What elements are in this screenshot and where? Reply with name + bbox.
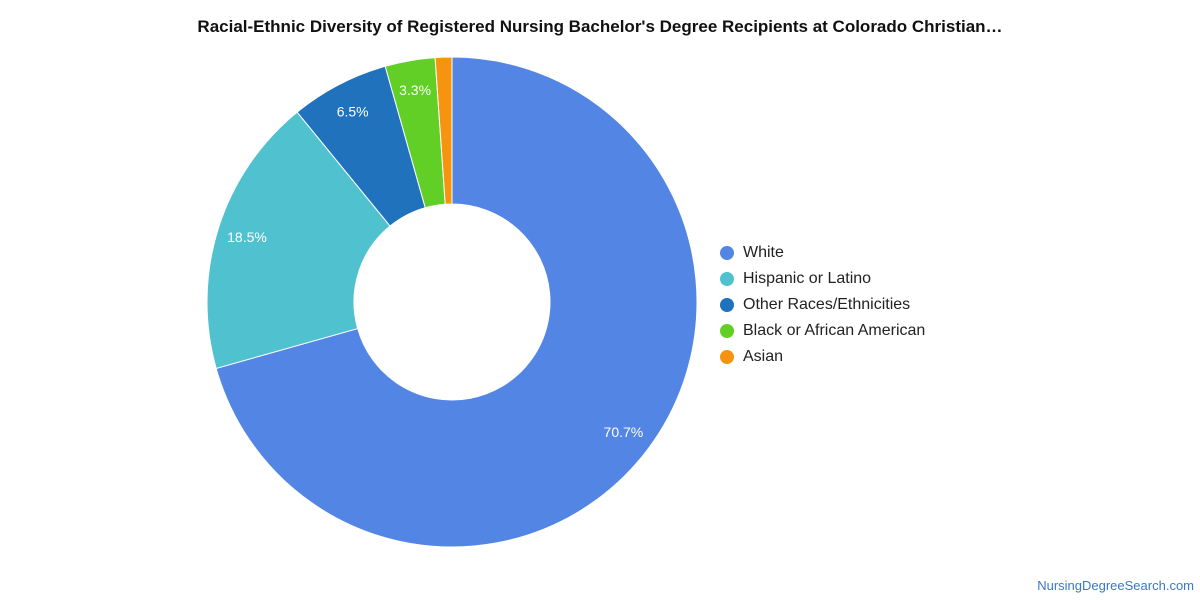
legend-swatch-icon (720, 298, 734, 312)
slice-asian[interactable] (434, 56, 453, 205)
slice-label-other-races-ethnicities: 6.5% (337, 103, 369, 119)
legend-item-white[interactable]: White (720, 240, 925, 266)
legend-swatch-icon (720, 272, 734, 286)
legend-swatch-icon (720, 246, 734, 260)
legend-item-hispanic-or-latino[interactable]: Hispanic or Latino (720, 266, 925, 292)
legend-swatch-icon (720, 324, 734, 338)
slice-label-hispanic-or-latino: 18.5% (227, 229, 267, 245)
legend-label: Black or African American (743, 322, 926, 339)
legend-item-asian[interactable]: Asian (720, 344, 925, 370)
legend-label: Hispanic or Latino (743, 270, 872, 287)
legend-label: Other Races/Ethnicities (743, 296, 911, 313)
legend-item-black-or-african-american[interactable]: Black or African American (720, 318, 925, 344)
slice-hispanic-or-latino[interactable] (206, 111, 391, 370)
slice-white[interactable] (215, 56, 698, 548)
legend-label: Asian (743, 348, 784, 365)
source-link[interactable]: NursingDegreeSearch.com (1037, 578, 1194, 593)
chart-legend: White Hispanic or Latino Other Races/Ethni… (720, 240, 925, 370)
legend-label: White (743, 244, 784, 261)
legend-swatch-icon (720, 350, 734, 364)
chart-title: Racial-Ethnic Diversity of Registered Nu… (197, 17, 1003, 36)
slice-label-white: 70.7% (604, 424, 644, 440)
slice-label-black-or-african-american: 3.3% (399, 82, 431, 98)
legend-item-other-races-ethnicities[interactable]: Other Races/Ethnicities (720, 292, 925, 318)
